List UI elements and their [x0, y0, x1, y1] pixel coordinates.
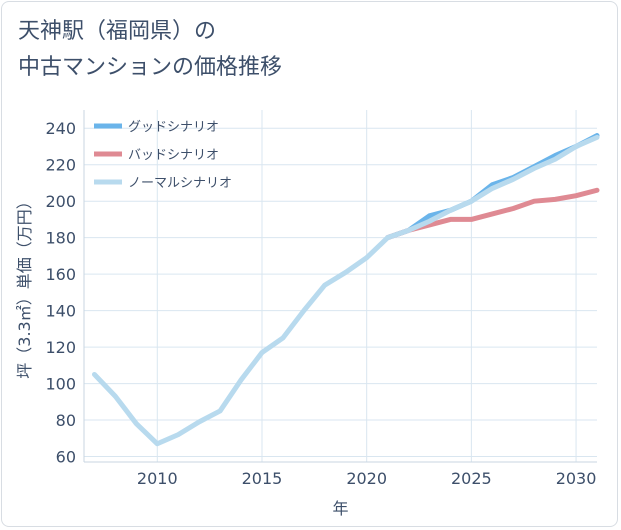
title-line-2: 中古マンションの価格推移	[18, 55, 283, 80]
y-tick-label-180: 180	[45, 229, 76, 248]
y-tick-label-220: 220	[45, 156, 76, 175]
legend-label-bad: バッドシナリオ	[128, 148, 219, 163]
y-tick-labels: 60 80 100 120 140 160 180 200 220 240	[45, 119, 76, 466]
y-tick-label-240: 240	[45, 119, 76, 138]
x-tick-labels: 2010 2015 2020 2025 2030	[137, 469, 596, 488]
x-tick-label-2025: 2025	[451, 469, 492, 488]
x-tick-label-2015: 2015	[242, 469, 283, 488]
series-line-bad	[385, 187, 600, 241]
y-tick-label-160: 160	[45, 265, 76, 284]
legend-label-normal: ノーマルシナリオ	[128, 176, 232, 191]
legend-label-good: グッドシナリオ	[128, 120, 219, 135]
series-layer	[91, 133, 600, 447]
y-tick-label-80: 80	[56, 411, 76, 430]
chart-title: 天神駅（福岡県）の 中古マンションの価格推移	[18, 14, 282, 86]
y-tick-label-100: 100	[45, 375, 76, 394]
x-axis-label: 年	[332, 499, 348, 518]
x-tick-label-2010: 2010	[137, 469, 178, 488]
grid	[83, 110, 597, 463]
y-tick-label-120: 120	[45, 338, 76, 357]
series-line-normal	[91, 134, 600, 447]
y-tick-label-200: 200	[45, 192, 76, 211]
y-axis-label: 坪（3.3㎡）単価（万円）	[15, 193, 34, 378]
title-line-1: 天神駅（福岡県）の	[18, 19, 217, 44]
y-tick-label-60: 60	[56, 448, 76, 467]
x-tick-label-2020: 2020	[346, 469, 387, 488]
x-tick-label-2030: 2030	[556, 469, 597, 488]
y-tick-label-140: 140	[45, 302, 76, 321]
